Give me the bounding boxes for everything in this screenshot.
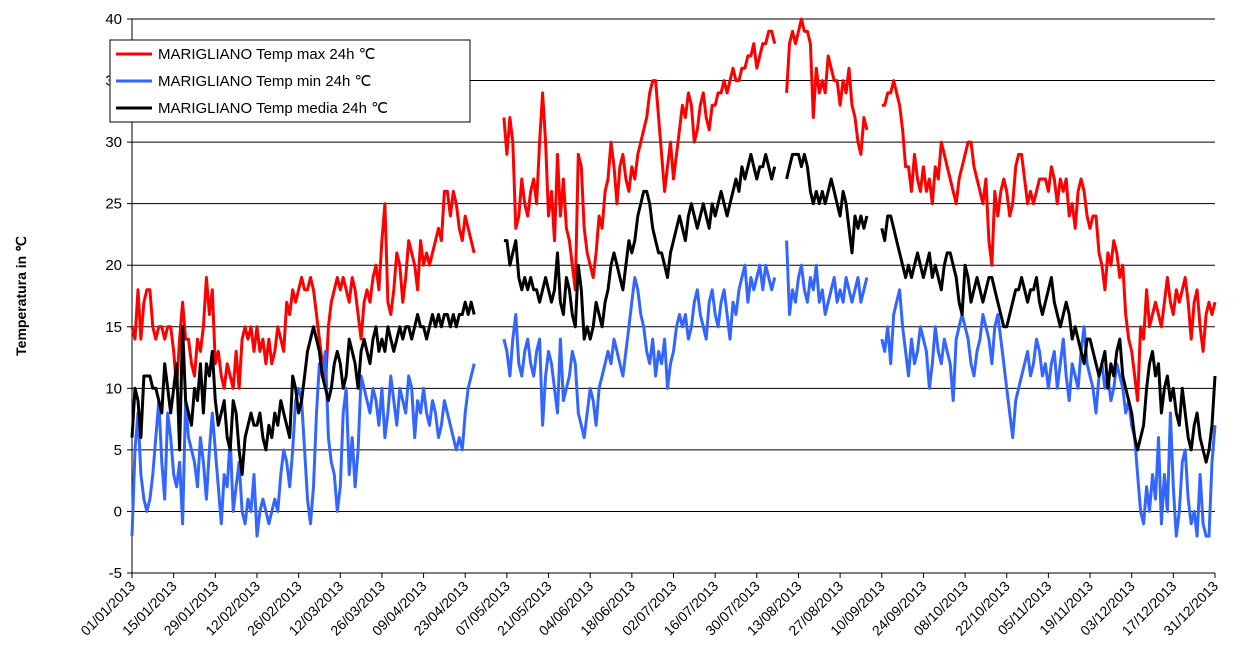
legend-label: MARIGLIANO Temp media 24h ℃: [158, 100, 388, 117]
y-tick-label: 0: [114, 503, 122, 520]
y-tick-label: 10: [105, 380, 122, 397]
y-tick-label: 5: [114, 442, 122, 459]
y-tick-label: 15: [105, 319, 122, 336]
series-line: [130, 240, 1217, 538]
y-axis-label: Temperatura in ℃: [13, 236, 29, 356]
series-line: [130, 17, 1217, 403]
y-tick-label: 40: [105, 11, 122, 28]
y-tick-label: -5: [109, 565, 122, 582]
legend-label: MARIGLIANO Temp max 24h ℃: [158, 46, 375, 63]
y-tick-label: 20: [105, 257, 122, 274]
y-tick-label: 25: [105, 196, 122, 213]
series-line: [130, 152, 1217, 476]
legend-label: MARIGLIANO Temp min 24h ℃: [158, 73, 371, 90]
y-tick-label: 30: [105, 134, 122, 151]
legend-box: [109, 39, 471, 123]
